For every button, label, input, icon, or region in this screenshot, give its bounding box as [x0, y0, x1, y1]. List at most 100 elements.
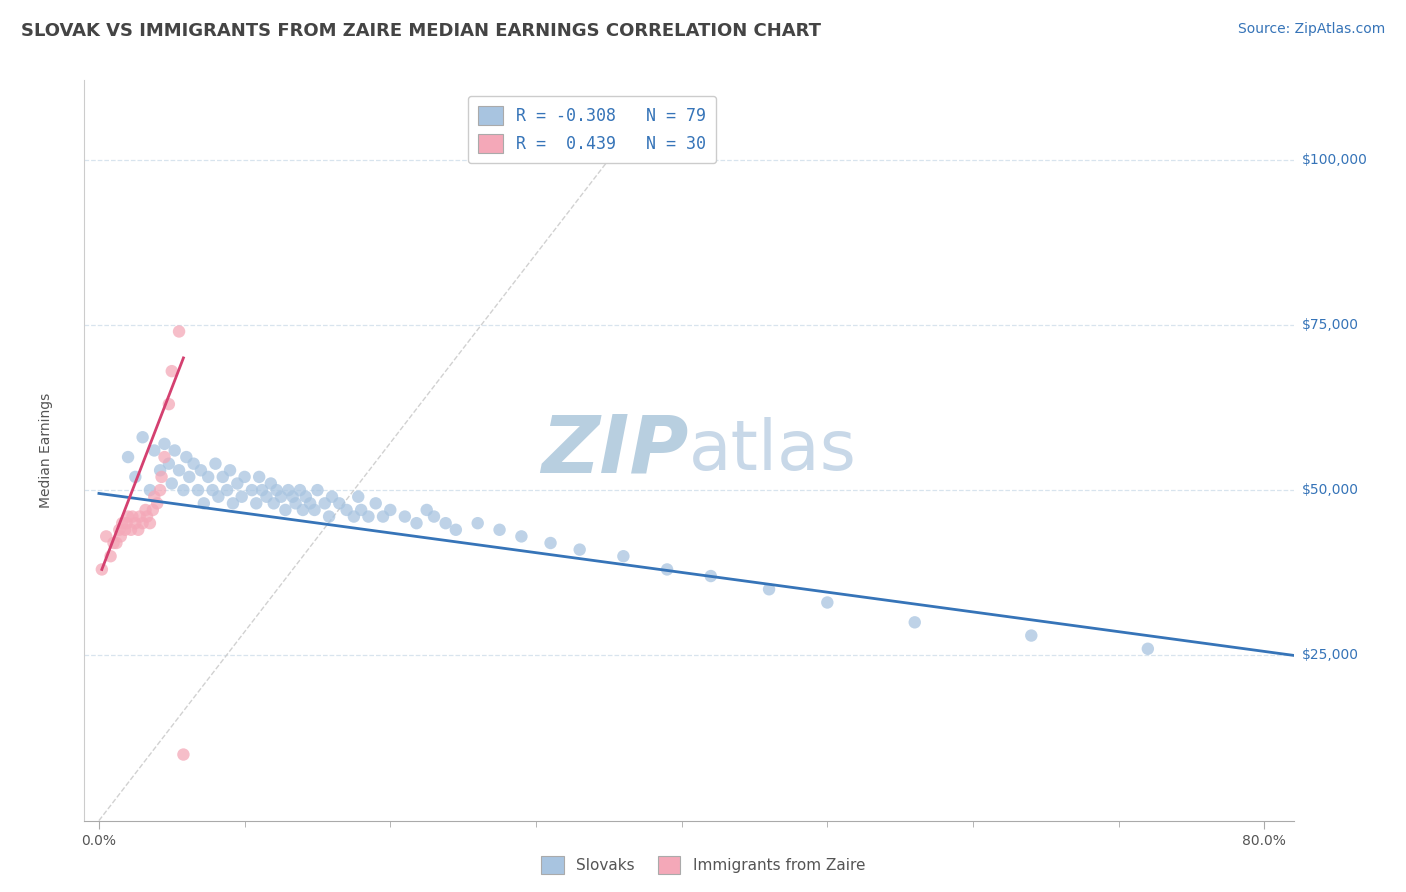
Point: [277, 483, 299, 497]
Point: [274, 503, 297, 517]
Point: [294, 490, 316, 504]
Point: [190, 463, 212, 477]
Point: [380, 503, 402, 517]
Point: [153, 450, 176, 464]
Point: [103, 536, 125, 550]
Text: $50,000: $50,000: [1302, 483, 1358, 497]
Point: [415, 503, 437, 517]
Point: [176, 450, 198, 464]
Point: [131, 430, 153, 444]
Point: [136, 509, 159, 524]
Point: [314, 496, 336, 510]
Point: [105, 536, 128, 550]
Text: $25,000: $25,000: [1302, 648, 1358, 663]
Point: [266, 483, 288, 497]
Point: [1136, 641, 1159, 656]
Point: [222, 496, 245, 510]
Point: [127, 523, 149, 537]
Point: [110, 529, 132, 543]
Point: [343, 509, 366, 524]
Text: SLOVAK VS IMMIGRANTS FROM ZAIRE MEDIAN EARNINGS CORRELATION CHART: SLOVAK VS IMMIGRANTS FROM ZAIRE MEDIAN E…: [21, 22, 821, 40]
Point: [299, 496, 322, 510]
Text: atlas: atlas: [689, 417, 856, 484]
Point: [197, 470, 219, 484]
Point: [160, 364, 183, 378]
Point: [142, 503, 165, 517]
Text: Median Earnings: Median Earnings: [39, 392, 52, 508]
Point: [207, 490, 229, 504]
Point: [217, 483, 239, 497]
Point: [172, 483, 194, 497]
Point: [100, 549, 122, 564]
Point: [167, 325, 190, 339]
Point: [117, 450, 139, 464]
Point: [307, 483, 329, 497]
Point: [815, 595, 838, 609]
Legend: Slovaks, Immigrants from Zaire: Slovaks, Immigrants from Zaire: [534, 850, 872, 880]
Point: [124, 516, 146, 531]
Point: [364, 496, 387, 510]
Point: [193, 496, 215, 510]
Point: [124, 470, 146, 484]
Point: [467, 516, 489, 531]
Point: [157, 397, 180, 411]
Point: [157, 457, 180, 471]
Point: [143, 443, 166, 458]
Point: [128, 509, 150, 524]
Point: [233, 470, 256, 484]
Point: [904, 615, 927, 630]
Point: [263, 496, 285, 510]
Point: [568, 542, 591, 557]
Point: [183, 457, 205, 471]
Point: [96, 529, 118, 543]
Point: [201, 483, 224, 497]
Point: [131, 516, 153, 531]
Point: [250, 483, 273, 497]
Point: [121, 509, 143, 524]
Point: [444, 523, 467, 537]
Point: [211, 470, 233, 484]
Point: [423, 509, 446, 524]
Point: [281, 490, 304, 504]
Legend: R = -0.308   N = 79, R =  0.439   N = 30: R = -0.308 N = 79, R = 0.439 N = 30: [468, 96, 717, 163]
Point: [143, 490, 166, 504]
Point: [394, 509, 416, 524]
Point: [270, 490, 292, 504]
Point: [187, 483, 209, 497]
Point: [245, 496, 267, 510]
Point: [350, 503, 373, 517]
Point: [172, 747, 194, 762]
Point: [231, 490, 253, 504]
Point: [540, 536, 562, 550]
Point: [347, 490, 370, 504]
Point: [153, 437, 176, 451]
Point: [318, 509, 340, 524]
Point: [167, 463, 190, 477]
Point: [219, 463, 242, 477]
Point: [117, 509, 139, 524]
Text: Source: ZipAtlas.com: Source: ZipAtlas.com: [1237, 22, 1385, 37]
Point: [90, 562, 112, 576]
Text: $100,000: $100,000: [1302, 153, 1368, 167]
Point: [405, 516, 427, 531]
Point: [304, 503, 326, 517]
Point: [146, 496, 169, 510]
Point: [434, 516, 457, 531]
Point: [179, 470, 201, 484]
Point: [288, 483, 311, 497]
Point: [111, 516, 134, 531]
Point: [149, 463, 172, 477]
Point: [120, 523, 142, 537]
Point: [115, 516, 138, 531]
Point: [336, 503, 359, 517]
Text: $75,000: $75,000: [1302, 318, 1358, 332]
Point: [163, 443, 186, 458]
Point: [291, 503, 314, 517]
Point: [240, 483, 263, 497]
Point: [139, 516, 162, 531]
Point: [150, 470, 173, 484]
Point: [510, 529, 533, 543]
Point: [758, 582, 780, 597]
Point: [284, 496, 307, 510]
Point: [371, 509, 394, 524]
